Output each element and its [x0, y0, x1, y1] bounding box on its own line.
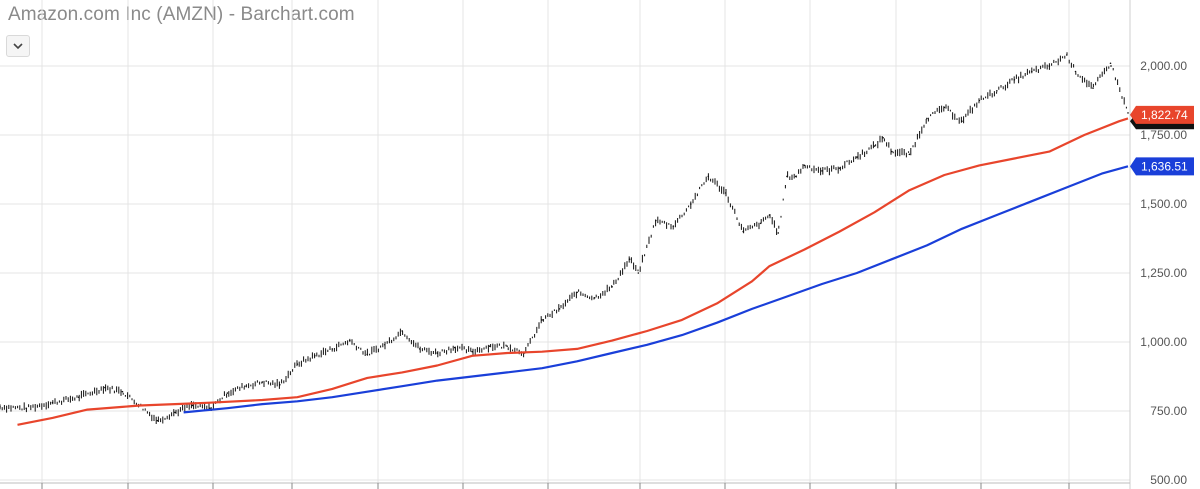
price-point: [121, 390, 124, 393]
price-point: [655, 219, 657, 222]
price-point: [689, 203, 692, 205]
price-point: [383, 343, 386, 346]
y-tick-label: 1,000.00: [1140, 335, 1187, 349]
price-point: [882, 136, 884, 139]
price-point: [313, 355, 316, 357]
price-point: [261, 381, 264, 383]
price-point: [611, 286, 613, 288]
price-point: [777, 232, 780, 234]
price-point: [1031, 70, 1033, 73]
price-point: [1048, 65, 1051, 67]
price-point: [794, 175, 797, 178]
moving-average-red-line: [17, 117, 1129, 426]
price-point: [803, 164, 806, 167]
price-point: [1013, 79, 1016, 81]
blue-price-tag-label: 1,636.51: [1141, 159, 1188, 173]
y-tick-label: 1,500.00: [1140, 197, 1187, 211]
chart-title: Amazon.com Inc (AMZN) - Barchart.com: [8, 4, 355, 25]
price-point: [436, 352, 439, 354]
price-point: [453, 346, 456, 349]
price-point: [471, 350, 473, 353]
y-tick-label: 750.00: [1150, 404, 1187, 418]
price-point: [786, 175, 788, 178]
price-point: [244, 385, 246, 387]
red-price-tag-label: 1,822.74: [1141, 108, 1188, 122]
price-point: [1092, 87, 1094, 89]
price-point: [279, 383, 281, 386]
y-tick-label: 2,000.00: [1140, 59, 1187, 73]
price-point: [558, 308, 561, 310]
price-point: [821, 170, 823, 172]
price-point: [672, 225, 675, 227]
price-point: [1109, 62, 1112, 65]
y-tick-label: 1,250.00: [1140, 266, 1187, 280]
price-point: [296, 363, 299, 365]
price-point: [961, 120, 963, 122]
price-bars: [0, 52, 1127, 424]
price-point: [77, 396, 80, 399]
price-point: [707, 175, 710, 178]
price-point: [637, 272, 640, 274]
price-point: [1127, 112, 1129, 114]
y-tick-label: 500.00: [1150, 473, 1187, 487]
price-point: [593, 297, 596, 299]
price-point: [226, 392, 229, 394]
price-point: [724, 192, 727, 194]
price-point: [191, 404, 194, 407]
price-point: [0, 406, 1, 408]
price-point: [628, 258, 631, 261]
blue-price-tag: [1130, 157, 1194, 176]
price-point: [104, 386, 106, 389]
price-point: [873, 145, 876, 147]
price-point: [51, 401, 54, 404]
price-point: [156, 419, 159, 422]
price-point: [1065, 54, 1068, 56]
price-point: [742, 230, 745, 233]
price-point: [541, 319, 543, 321]
price-point: [25, 407, 28, 410]
price-point: [996, 90, 998, 92]
price-point: [576, 291, 578, 294]
price-point: [488, 345, 491, 347]
price-point: [891, 150, 893, 153]
price-point: [856, 156, 858, 158]
price-point: [908, 153, 911, 156]
price-point: [209, 407, 211, 410]
y-tick-label: 1,750.00: [1140, 128, 1187, 142]
price-point: [838, 167, 841, 169]
price-point: [768, 214, 771, 216]
price-point: [759, 222, 762, 225]
price-point: [348, 339, 351, 342]
price-point: [926, 117, 928, 120]
moving-average-blue-line: [183, 165, 1129, 414]
price-point: [366, 353, 369, 356]
price-point: [331, 348, 334, 350]
price-point: [418, 348, 421, 350]
chevron-down-icon: [13, 42, 23, 49]
price-point: [401, 330, 404, 332]
price-point: [1074, 70, 1077, 73]
price-point: [174, 411, 176, 414]
price-point: [943, 106, 946, 109]
price-point: [978, 99, 981, 102]
collapse-button[interactable]: [6, 35, 30, 57]
price-point: [506, 345, 508, 347]
red-price-tag: [1130, 105, 1194, 124]
